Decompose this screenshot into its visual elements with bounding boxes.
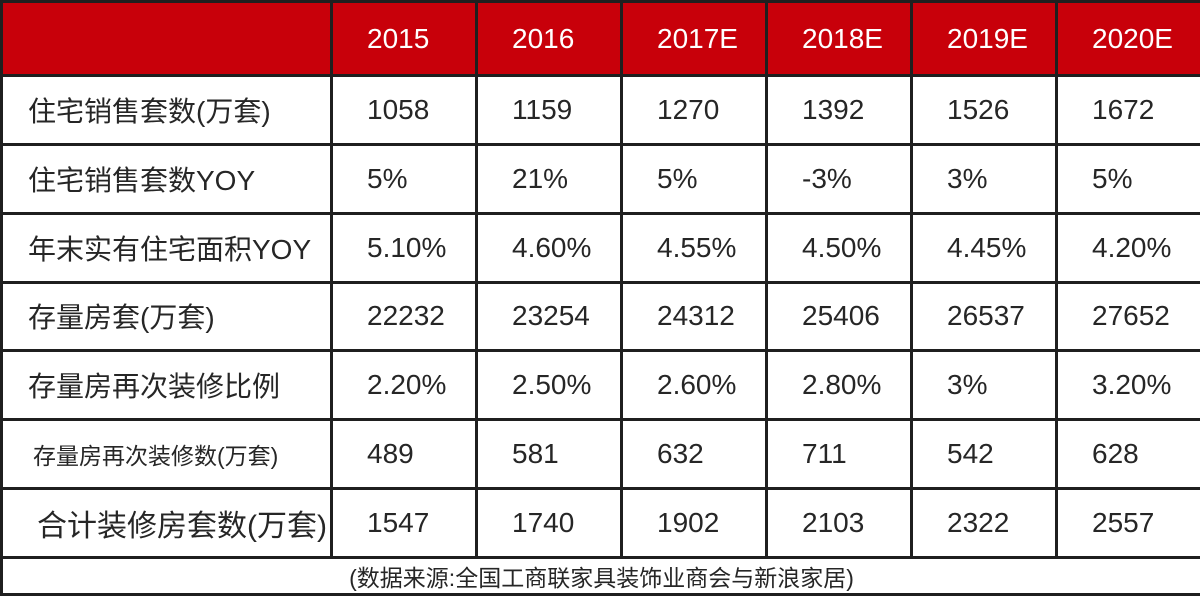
value-cell: 5% xyxy=(620,142,768,215)
header-corner-cell xyxy=(0,0,333,77)
header-year-2020e: 2020E xyxy=(1055,0,1200,77)
value-cell: 4.20% xyxy=(1055,211,1200,284)
table-row: 合计装修房套数(万套) 1547 1740 1902 2103 2322 255… xyxy=(0,487,1200,559)
row-label-cell: 存量房再次装修比例 xyxy=(0,349,333,422)
value-cell: 2.20% xyxy=(330,349,478,422)
value-cell: 4.45% xyxy=(910,211,1058,284)
table-row: 存量房再次装修比例 2.20% 2.50% 2.60% 2.80% 3% 3.2… xyxy=(0,349,1200,422)
value-cell: 3.20% xyxy=(1055,349,1200,422)
value-cell: 2.50% xyxy=(475,349,623,422)
value-cell: -3% xyxy=(765,142,913,215)
value-cell: 542 xyxy=(910,418,1058,491)
value-cell: 21% xyxy=(475,142,623,215)
value-cell: 24312 xyxy=(620,280,768,353)
value-cell: 1270 xyxy=(620,74,768,146)
value-cell: 23254 xyxy=(475,280,623,353)
value-cell: 5% xyxy=(1055,142,1200,215)
value-cell: 711 xyxy=(765,418,913,491)
value-cell: 4.50% xyxy=(765,211,913,284)
value-cell: 1672 xyxy=(1055,74,1200,146)
row-label-cell: 住宅销售套数YOY xyxy=(0,142,333,215)
value-cell: 3% xyxy=(910,349,1058,422)
value-cell: 632 xyxy=(620,418,768,491)
value-cell: 27652 xyxy=(1055,280,1200,353)
header-year-2016: 2016 xyxy=(475,0,623,77)
row-label-cell: 年末实有住宅面积YOY xyxy=(0,211,333,284)
value-cell: 489 xyxy=(330,418,478,491)
value-cell: 2322 xyxy=(910,487,1058,559)
value-cell: 26537 xyxy=(910,280,1058,353)
value-cell: 628 xyxy=(1055,418,1200,491)
value-cell: 1740 xyxy=(475,487,623,559)
table-row: 住宅销售套数(万套) 1058 1159 1270 1392 1526 1672 xyxy=(0,74,1200,146)
table-row: 年末实有住宅面积YOY 5.10% 4.60% 4.55% 4.50% 4.45… xyxy=(0,211,1200,284)
value-cell: 4.60% xyxy=(475,211,623,284)
data-source-note: (数据来源:全国工商联家具装饰业商会与新浪家居) xyxy=(0,556,1200,596)
value-cell: 581 xyxy=(475,418,623,491)
table-row: 存量房套(万套) 22232 23254 24312 25406 26537 2… xyxy=(0,280,1200,353)
value-cell: 1547 xyxy=(330,487,478,559)
value-cell: 4.55% xyxy=(620,211,768,284)
value-cell: 2557 xyxy=(1055,487,1200,559)
value-cell: 1058 xyxy=(330,74,478,146)
header-year-2017e: 2017E xyxy=(620,0,768,77)
value-cell: 22232 xyxy=(330,280,478,353)
value-cell: 1159 xyxy=(475,74,623,146)
row-label-cell: 住宅销售套数(万套) xyxy=(0,74,333,146)
header-year-2018e: 2018E xyxy=(765,0,913,77)
value-cell: 25406 xyxy=(765,280,913,353)
value-cell: 2.80% xyxy=(765,349,913,422)
value-cell: 1526 xyxy=(910,74,1058,146)
value-cell: 2103 xyxy=(765,487,913,559)
header-year-2019e: 2019E xyxy=(910,0,1058,77)
value-cell: 3% xyxy=(910,142,1058,215)
value-cell: 1392 xyxy=(765,74,913,146)
header-year-2015: 2015 xyxy=(330,0,478,77)
table-row: 住宅销售套数YOY 5% 21% 5% -3% 3% 5% xyxy=(0,142,1200,215)
row-label-cell: 存量房套(万套) xyxy=(0,280,333,353)
header-row: 2015 2016 2017E 2018E 2019E 2020E xyxy=(0,0,1200,77)
value-cell: 5.10% xyxy=(330,211,478,284)
table-row: 存量房再次装修数(万套) 489 581 632 711 542 628 xyxy=(0,418,1200,491)
footer-row: (数据来源:全国工商联家具装饰业商会与新浪家居) xyxy=(0,556,1200,596)
value-cell: 1902 xyxy=(620,487,768,559)
row-label-cell: 存量房再次装修数(万套) xyxy=(0,418,333,491)
value-cell: 2.60% xyxy=(620,349,768,422)
value-cell: 5% xyxy=(330,142,478,215)
row-label-cell: 合计装修房套数(万套) xyxy=(0,487,333,559)
